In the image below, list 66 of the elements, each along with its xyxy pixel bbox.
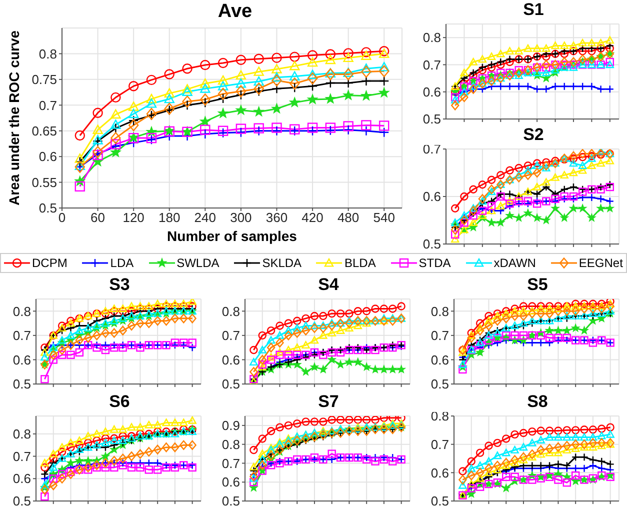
y-tick-label: 0.5 <box>422 112 441 127</box>
chart-title: S3 <box>108 275 131 295</box>
y-tick-label: 0.5 <box>12 494 31 508</box>
y-tick-label: 0.8 <box>38 46 57 62</box>
legend-label: SKLDA <box>262 256 302 270</box>
y-tick-label: 0.8 <box>422 30 441 46</box>
y-tick-label: 0.6 <box>12 471 31 486</box>
y-tick-label: 0.5 <box>430 494 449 508</box>
x-tick-label: 0 <box>58 210 66 226</box>
x-tick-label: 480 <box>337 210 360 226</box>
y-tick-label: 0.8 <box>12 304 31 319</box>
y-tick-label: 0.7 <box>430 436 449 452</box>
y-tick-label: 0.7 <box>222 456 240 471</box>
y-tick-label: 0.5 <box>222 376 240 392</box>
x-tick-label: 60 <box>90 210 106 226</box>
chart-title: S6 <box>108 392 131 412</box>
legend-label: BLDA <box>344 256 376 270</box>
y-tick-label: 0.7 <box>38 98 57 113</box>
chart-title: S4 <box>317 275 340 295</box>
chart-title: S2 <box>523 125 544 144</box>
chart-title: S8 <box>527 392 548 411</box>
y-tick-label: 0.6 <box>222 474 240 490</box>
legend-label: SWLDA <box>176 256 220 270</box>
y-tick-label: 0.7 <box>422 57 441 72</box>
y-tick-label: 0.8 <box>12 426 31 442</box>
x-tick-label: 240 <box>194 210 216 226</box>
x-tick-label: 420 <box>302 210 324 226</box>
y-tick-label: 0.6 <box>38 149 57 164</box>
y-tick-label: 0.6 <box>422 84 441 100</box>
y-tick-label: 0.55 <box>32 174 57 190</box>
y-axis-title: Area under the ROC curve <box>6 30 22 206</box>
x-tick-label: 540 <box>373 210 395 226</box>
y-tick-label: 0.6 <box>422 189 441 204</box>
y-tick-label: 0.5 <box>422 236 441 252</box>
x-tick-label: 300 <box>230 210 252 226</box>
chart-title: Ave <box>216 0 254 24</box>
y-tick-label: 0.75 <box>32 72 57 88</box>
y-tick-label: 0.6 <box>430 465 449 480</box>
y-tick-label: 0.8 <box>222 436 240 452</box>
y-tick-label: 0.5 <box>430 376 449 392</box>
y-tick-label: 0.5 <box>222 494 240 508</box>
legend-label: xDAWN <box>494 256 536 270</box>
legend-label: DCPM <box>32 256 68 270</box>
legend-label: LDA <box>110 256 134 270</box>
chart-title: S7 <box>317 392 340 412</box>
x-tick-label: 180 <box>158 210 180 226</box>
y-tick-label: 0.5 <box>38 200 57 216</box>
y-tick-label: 0.9 <box>222 418 240 434</box>
y-tick-label: 0.6 <box>12 352 31 368</box>
x-tick-label: 360 <box>266 210 288 226</box>
y-tick-label: 0.7 <box>222 328 240 344</box>
legend-label: STDA <box>418 256 451 270</box>
y-tick-label: 0.8 <box>430 304 449 319</box>
y-tick-label: 0.6 <box>222 352 240 368</box>
x-axis-title: Number of samples <box>167 228 298 244</box>
y-tick-label: 0.7 <box>430 328 449 344</box>
y-tick-label: 0.5 <box>12 376 31 392</box>
y-tick-label: 0.8 <box>222 304 240 319</box>
legend-label: EEGNet <box>578 256 623 270</box>
y-tick-label: 0.7 <box>12 448 31 464</box>
y-tick-label: 0.7 <box>12 328 31 344</box>
x-tick-label: 120 <box>122 210 144 226</box>
chart-title: S1 <box>522 0 545 20</box>
chart-title: S5 <box>526 275 549 295</box>
y-tick-label: 0.65 <box>32 123 57 138</box>
y-tick-label: 0.6 <box>430 352 449 368</box>
